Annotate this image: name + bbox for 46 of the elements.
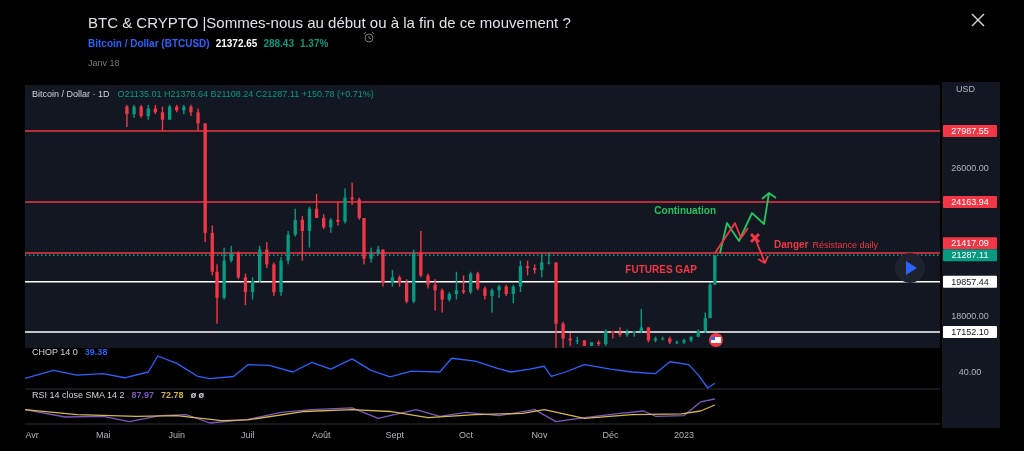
y-axis-title: USD — [956, 84, 976, 94]
candlestick — [618, 327, 622, 337]
text: 288.43 — [263, 38, 295, 49]
candlestick — [625, 329, 629, 337]
x-tick-label: Juil — [241, 430, 255, 440]
x-tick-label: Nov — [531, 430, 548, 440]
annotation: Continuation — [654, 205, 716, 216]
y-axis-title: 40.00 — [958, 367, 982, 378]
annotation: Danger — [774, 239, 809, 250]
annotation: 72.78 — [161, 390, 184, 400]
ref-line-label: 27987.55 — [951, 126, 989, 137]
annotation: Bitcoin / Dollar · 1D — [32, 89, 111, 99]
chart-title: BTC & CRYPTO |Sommes-nous au début ou à la fin de ce mouvement ? — [88, 14, 571, 31]
candlestick — [675, 340, 679, 345]
annotation: FUTURES GAP — [625, 264, 698, 275]
chart-title: RSI 14 close SMA 14 2 — [32, 390, 125, 400]
x-tick-label: Sept — [385, 430, 405, 440]
x-tick-label: Mai — [95, 430, 111, 440]
x-tick-label: Déc — [602, 430, 619, 440]
candlestick — [611, 331, 615, 339]
annotation: 39.38 — [84, 347, 108, 357]
candlestick — [490, 288, 494, 313]
x-tick-label: Avr — [25, 430, 39, 440]
y-tick-label: 26000.00 — [951, 163, 989, 174]
x-tick-label: Oct — [458, 430, 474, 440]
candlestick — [497, 284, 501, 298]
ref-line-label: 17152.10 — [951, 327, 989, 338]
chart-title: CHOP 14 0 — [32, 347, 78, 357]
annotation: 87.97 — [131, 390, 155, 400]
x-tick-label: 2023 — [673, 430, 695, 440]
ref-line-label: 21417.09 — [951, 238, 989, 249]
ref-line-label: 21287.11 — [951, 250, 989, 261]
x-tick-label: Juin — [168, 430, 185, 440]
ref-line-label: 24163.94 — [951, 197, 989, 208]
text: 1.37% — [299, 38, 329, 49]
annotation: Résistance daily — [812, 240, 879, 250]
chart-subtitle: Bitcoin / Dollar (BTCUSD) — [88, 38, 210, 49]
annotation: ø ø — [190, 390, 205, 400]
text: 21372.65 — [215, 38, 258, 49]
ref-line-label: 19857.44 — [951, 276, 989, 287]
annotation: O21135.01 H21378.64 B21108.24 C21287.11 +150.78 (+0.71%) — [117, 89, 374, 99]
x-tick-label: Août — [312, 430, 332, 440]
y-tick-label: 18000.00 — [951, 311, 989, 322]
candlestick — [125, 104, 129, 128]
text: Janv 18 — [88, 58, 120, 68]
candlestick — [433, 279, 437, 311]
